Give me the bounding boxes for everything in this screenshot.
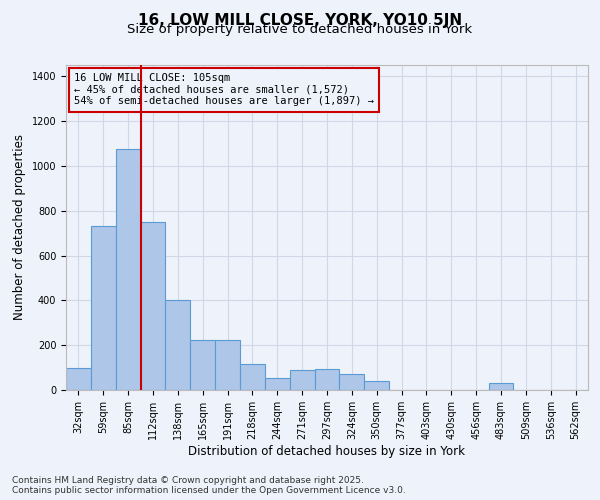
Bar: [488, 384, 514, 390]
Text: Contains HM Land Registry data © Crown copyright and database right 2025.
Contai: Contains HM Land Registry data © Crown c…: [12, 476, 406, 495]
Text: 16 LOW MILL CLOSE: 105sqm
← 45% of detached houses are smaller (1,572)
54% of se: 16 LOW MILL CLOSE: 105sqm ← 45% of detac…: [74, 73, 374, 106]
Bar: [265, 378, 290, 390]
Bar: [116, 149, 140, 390]
Bar: [140, 222, 166, 390]
Bar: [66, 368, 91, 390]
Text: Size of property relative to detached houses in York: Size of property relative to detached ho…: [127, 22, 473, 36]
Bar: [91, 226, 116, 390]
Bar: [215, 340, 240, 390]
Y-axis label: Number of detached properties: Number of detached properties: [13, 134, 26, 320]
Bar: [314, 368, 340, 390]
Text: 16, LOW MILL CLOSE, YORK, YO10 5JN: 16, LOW MILL CLOSE, YORK, YO10 5JN: [138, 12, 462, 28]
Bar: [166, 300, 190, 390]
Bar: [340, 374, 364, 390]
X-axis label: Distribution of detached houses by size in York: Distribution of detached houses by size …: [188, 444, 466, 458]
Bar: [240, 364, 265, 390]
Bar: [364, 381, 389, 390]
Bar: [290, 370, 314, 390]
Bar: [190, 340, 215, 390]
